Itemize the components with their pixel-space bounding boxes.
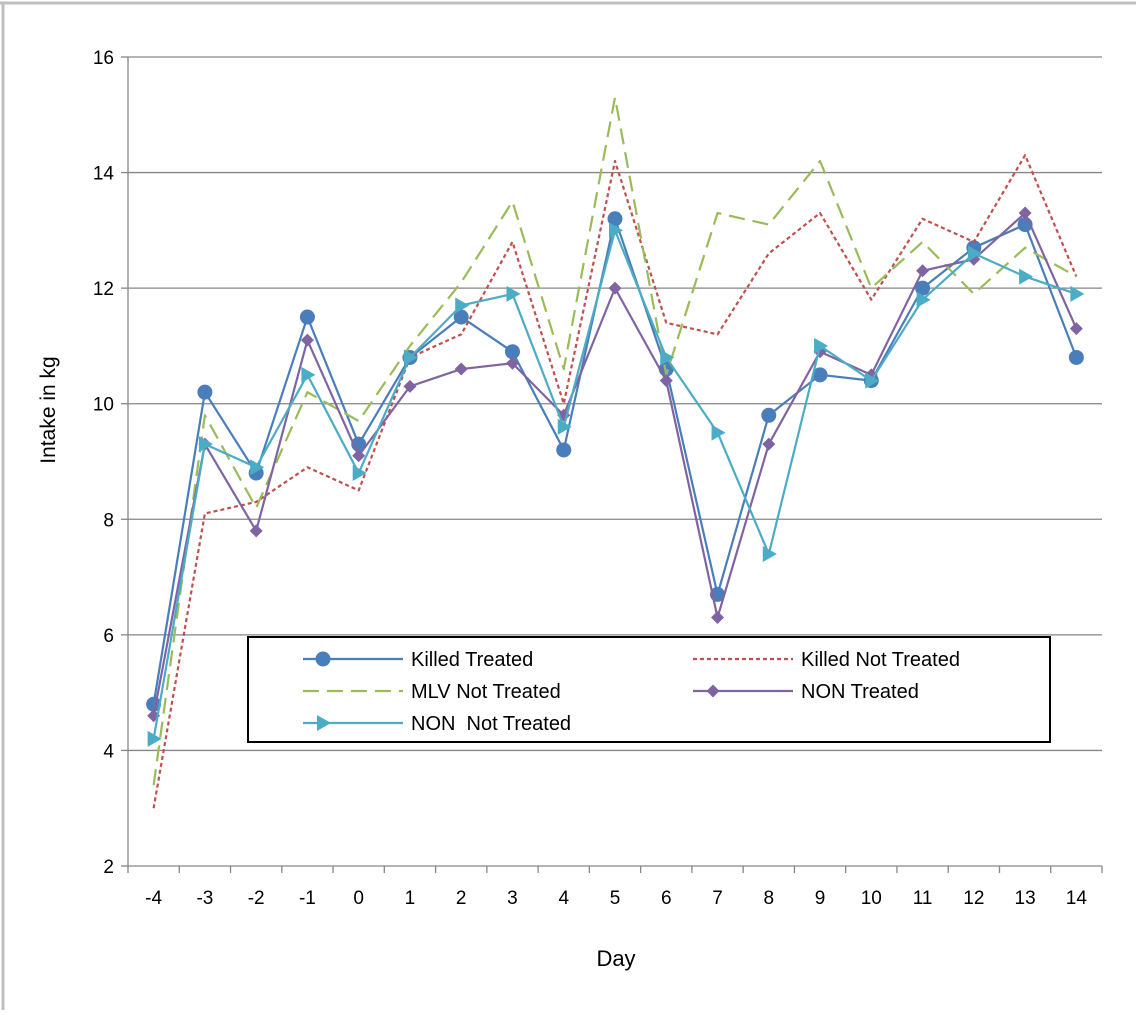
series-line bbox=[152, 96, 1077, 786]
data-point bbox=[403, 379, 417, 393]
data-point bbox=[250, 459, 265, 476]
data-point bbox=[300, 333, 314, 347]
legend-label: MLV Not Treated bbox=[411, 681, 561, 703]
data-point bbox=[761, 407, 777, 423]
data-point bbox=[506, 285, 521, 302]
x-tick-label: 6 bbox=[661, 888, 672, 909]
x-tick-label: 12 bbox=[963, 888, 984, 909]
data-point bbox=[711, 611, 725, 625]
data-point bbox=[916, 264, 930, 278]
data-point bbox=[197, 384, 213, 400]
x-tick-label: 1 bbox=[405, 888, 416, 909]
legend-item: Killed Not Treated bbox=[693, 649, 960, 671]
legend-item: Killed Treated bbox=[303, 649, 533, 671]
legend-marker bbox=[706, 684, 720, 698]
data-point bbox=[1070, 285, 1085, 302]
y-tick-label: 10 bbox=[93, 395, 114, 416]
series-killed-not-treated bbox=[152, 154, 1078, 809]
x-tick-label: 2 bbox=[456, 888, 467, 909]
legend: Killed Treated Killed Not Treated MLV Not … bbox=[247, 636, 1051, 743]
series-killed-treated bbox=[146, 211, 1084, 712]
legend-label: NON Treated bbox=[801, 681, 919, 703]
data-point bbox=[1019, 268, 1034, 285]
legend-marker bbox=[315, 651, 331, 667]
data-point bbox=[249, 524, 263, 538]
legend-item: MLV Not Treated bbox=[303, 681, 561, 703]
x-tick-label: 11 bbox=[913, 888, 933, 909]
data-point bbox=[504, 344, 520, 360]
x-tick-label: -3 bbox=[196, 888, 213, 909]
x-tick-label: 3 bbox=[507, 888, 518, 909]
x-tick-label: -2 bbox=[248, 888, 265, 909]
y-tick-label: 14 bbox=[93, 164, 115, 185]
series-group bbox=[146, 96, 1085, 809]
legend-item: NON Not Treated bbox=[303, 713, 571, 735]
series-mlv-not-treated bbox=[152, 96, 1077, 786]
data-point bbox=[557, 418, 572, 435]
data-point bbox=[505, 356, 519, 370]
data-point bbox=[301, 366, 316, 383]
data-point bbox=[660, 349, 675, 366]
x-tick-label: 13 bbox=[1015, 888, 1036, 909]
y-tick-label: 8 bbox=[103, 510, 114, 531]
data-point bbox=[147, 730, 162, 747]
legend-marker bbox=[317, 715, 331, 731]
data-point bbox=[1068, 349, 1084, 365]
data-point bbox=[455, 297, 470, 314]
x-tick-label: -4 bbox=[145, 888, 162, 909]
data-point bbox=[916, 291, 931, 308]
data-point bbox=[659, 374, 673, 388]
legend-label: Killed Not Treated bbox=[801, 649, 960, 671]
data-point bbox=[454, 362, 468, 376]
series-line bbox=[152, 154, 1078, 809]
data-point bbox=[299, 309, 315, 325]
x-tick-label: 0 bbox=[353, 888, 364, 909]
data-point bbox=[967, 245, 982, 262]
data-point bbox=[609, 222, 623, 239]
x-tick-label: 4 bbox=[558, 888, 569, 909]
y-tick-label: 2 bbox=[103, 857, 114, 878]
data-point bbox=[711, 424, 726, 441]
x-tick-label: -1 bbox=[299, 888, 316, 909]
data-point bbox=[198, 436, 213, 453]
data-point bbox=[1018, 206, 1032, 220]
data-point bbox=[762, 545, 777, 562]
y-tick-label: 16 bbox=[93, 48, 114, 69]
data-point bbox=[762, 437, 776, 451]
x-tick-label: 10 bbox=[861, 888, 882, 909]
legend-box bbox=[247, 636, 1051, 743]
y-tick-label: 6 bbox=[103, 626, 114, 647]
data-point bbox=[556, 442, 572, 458]
x-tick-label: 8 bbox=[764, 888, 775, 909]
x-tick-label: 7 bbox=[712, 888, 723, 909]
data-point bbox=[814, 337, 829, 354]
legend-label: Killed Treated bbox=[411, 649, 533, 671]
series-non-not-treated bbox=[147, 222, 1085, 747]
x-tick-label: 5 bbox=[610, 888, 621, 909]
y-tick-label: 4 bbox=[103, 741, 114, 762]
y-tick-label: 12 bbox=[93, 279, 114, 300]
legend-item: NON Treated bbox=[693, 681, 919, 703]
y-axis-title: Intake in kg bbox=[37, 356, 60, 463]
x-axis-title: Day bbox=[596, 946, 635, 971]
x-tick-label: 9 bbox=[815, 888, 826, 909]
data-point bbox=[608, 281, 622, 295]
legend-label: NON Not Treated bbox=[411, 713, 571, 735]
x-tick-label: 14 bbox=[1066, 888, 1088, 909]
data-point bbox=[352, 449, 366, 463]
data-point bbox=[352, 465, 367, 482]
data-point bbox=[403, 349, 418, 366]
data-point bbox=[865, 372, 880, 389]
data-point bbox=[1069, 322, 1083, 336]
